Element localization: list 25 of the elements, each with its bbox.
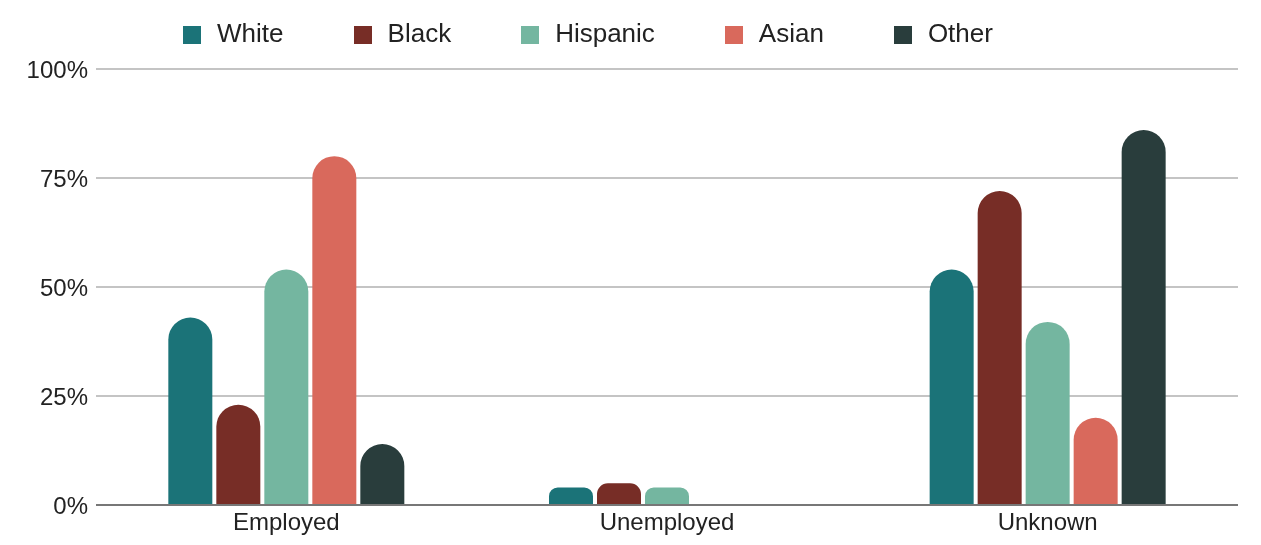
legend-label: Asian bbox=[758, 18, 824, 48]
x-tick-label: Unknown bbox=[997, 508, 1098, 536]
y-tick-label: 0% bbox=[53, 491, 88, 519]
legend-label: White bbox=[217, 18, 284, 48]
y-tick-label: 100% bbox=[26, 55, 88, 83]
y-tick-label: 25% bbox=[39, 382, 88, 410]
bar bbox=[596, 483, 641, 505]
y-tick-label: 75% bbox=[39, 164, 88, 192]
bar bbox=[216, 404, 261, 505]
bar bbox=[1025, 321, 1070, 505]
legend-label: Black bbox=[387, 18, 452, 48]
bar bbox=[929, 269, 974, 505]
bar bbox=[168, 317, 213, 505]
bar bbox=[548, 487, 593, 505]
x-tick-label: Employed bbox=[232, 508, 340, 536]
bar bbox=[1073, 417, 1118, 505]
bar bbox=[977, 191, 1022, 505]
bar bbox=[312, 156, 357, 505]
legend-label: Other bbox=[927, 18, 993, 48]
x-tick-label: Unemployed bbox=[599, 508, 735, 536]
bar bbox=[644, 487, 689, 505]
legend-label: Hispanic bbox=[555, 18, 655, 48]
bar bbox=[1121, 130, 1166, 505]
y-tick-label: 50% bbox=[39, 273, 88, 301]
bar bbox=[264, 269, 309, 505]
